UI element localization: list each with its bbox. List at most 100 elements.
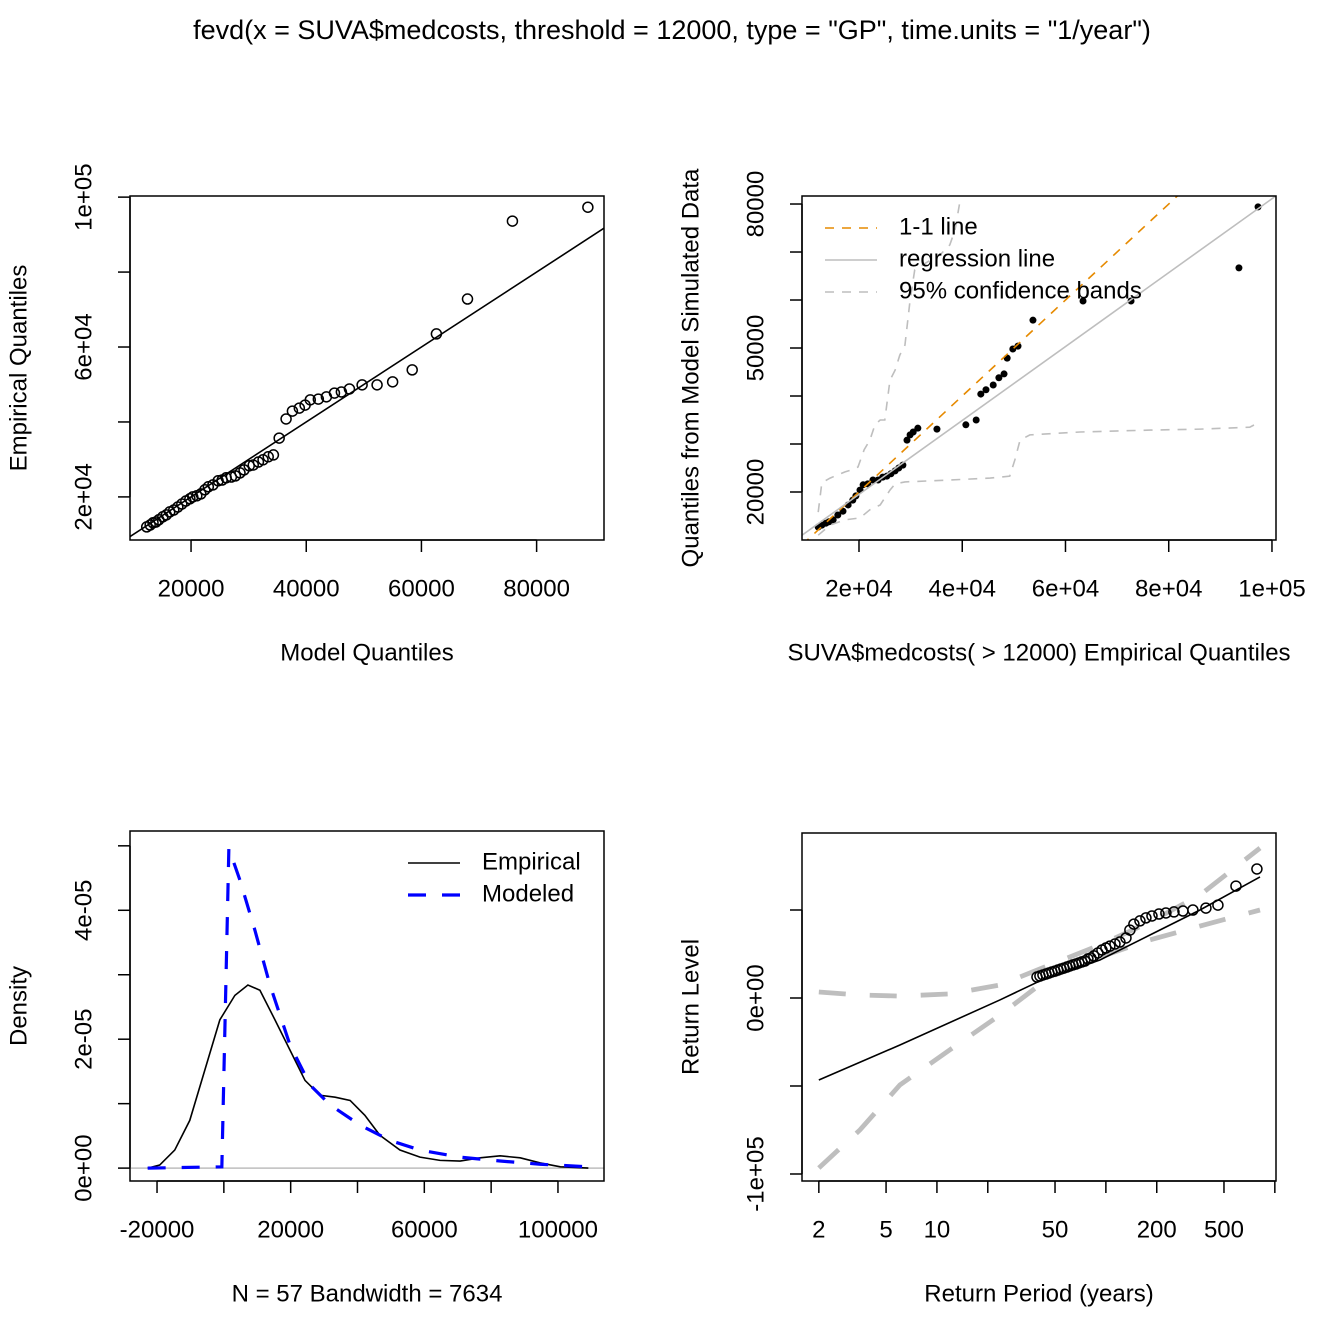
panel: -20000 20000 60000 100000 0e+00 2e-05 4e-05 N =… — [5, 830, 605, 1307]
point — [1124, 924, 1136, 936]
point — [506, 215, 519, 227]
x-tick-label: 4e+04 — [929, 575, 996, 602]
point — [1114, 936, 1126, 948]
y-tick-label: 0e+00 — [742, 964, 769, 1031]
point — [199, 484, 211, 496]
y-tick-label: -1e+05 — [742, 1136, 769, 1211]
plot-frame — [129, 195, 605, 541]
point — [1230, 880, 1242, 892]
x-axis-title: Return Period (years) — [924, 1280, 1153, 1307]
point — [962, 421, 970, 429]
point — [286, 405, 299, 417]
y-tick-label: 2e+04 — [70, 463, 97, 530]
y-tick-label: 4e-05 — [70, 880, 97, 941]
x-tick-label: 6e+04 — [1032, 575, 1099, 602]
point — [1079, 955, 1091, 967]
point — [1140, 912, 1152, 924]
point — [1187, 904, 1199, 916]
point — [1014, 342, 1022, 350]
point — [1000, 370, 1008, 378]
point — [977, 390, 985, 398]
point — [989, 381, 997, 389]
y-axis-title: Empirical Quantiles — [5, 265, 32, 472]
y-tick-label: 2e-05 — [70, 1008, 97, 1069]
y-tick-label: 20000 — [742, 459, 769, 526]
x-tick-label: 50 — [1042, 1216, 1069, 1243]
plot-area — [130, 201, 604, 538]
x-tick-label: 100000 — [518, 1216, 598, 1243]
y-tick-label: 0e+00 — [70, 1134, 97, 1201]
plot-frame — [801, 195, 1277, 541]
point — [982, 386, 990, 394]
point — [582, 201, 594, 213]
x-tick-label: 60000 — [391, 1216, 458, 1243]
point — [1146, 910, 1158, 922]
series-line — [817, 907, 1261, 1170]
point — [1235, 264, 1243, 272]
point — [1128, 918, 1140, 930]
point — [406, 364, 418, 376]
point — [995, 374, 1003, 382]
x-tick-label: 20000 — [158, 575, 225, 602]
point — [293, 402, 306, 414]
x-tick-label: 20000 — [257, 1216, 324, 1243]
plot-frame — [801, 832, 1277, 1182]
point — [1160, 907, 1172, 919]
y-tick-label: 6e+04 — [70, 313, 97, 380]
point — [461, 293, 474, 305]
point — [972, 416, 980, 424]
plot-area — [802, 196, 1276, 540]
x-axis-title: SUVA$medcosts( > 12000) Empirical Quanti… — [787, 639, 1290, 666]
x-tick-label: 500 — [1204, 1216, 1244, 1243]
legend-label: regression line — [899, 245, 1055, 272]
series-line — [147, 984, 589, 1169]
point — [1153, 908, 1165, 920]
legend-label: 1-1 line — [899, 213, 978, 240]
y-tick-label: 80000 — [742, 171, 769, 238]
x-tick-label: 5 — [879, 1216, 892, 1243]
series-line — [806, 196, 1179, 540]
point — [1251, 863, 1263, 875]
point — [273, 432, 285, 444]
legend-label: 95% confidence bands — [899, 277, 1142, 304]
x-tick-label: 40000 — [273, 575, 340, 602]
point — [914, 424, 922, 432]
figure-title: fevd(x = SUVA$medcosts, threshold = 1200… — [193, 15, 1151, 45]
point — [144, 519, 156, 531]
x-tick-label: 10 — [924, 1216, 951, 1243]
x-tick-label: 60000 — [388, 575, 455, 602]
point — [834, 511, 842, 519]
y-axis-title: Quantiles from Model Simulated Data — [677, 168, 704, 568]
point — [356, 379, 368, 391]
y-tick-label: 50000 — [742, 315, 769, 382]
series-line — [817, 422, 1259, 536]
point — [267, 449, 280, 461]
point — [1200, 902, 1212, 914]
point — [304, 394, 317, 406]
x-tick-label: 80000 — [503, 575, 570, 602]
point — [903, 436, 911, 444]
plot-area — [817, 846, 1263, 1170]
legend-label: Empirical — [482, 848, 581, 875]
y-axis-title: Return Level — [677, 939, 704, 1075]
point — [1254, 203, 1262, 211]
series-line — [818, 846, 1262, 999]
series-line — [802, 196, 1276, 536]
point — [1109, 938, 1121, 950]
point — [909, 428, 917, 436]
point — [328, 387, 341, 399]
point — [1134, 915, 1146, 927]
series-line — [147, 847, 589, 1170]
point — [371, 379, 383, 391]
series-line — [817, 200, 961, 513]
x-tick-label: 1e+05 — [1238, 575, 1305, 602]
point — [1029, 316, 1037, 324]
point — [386, 376, 399, 388]
point — [933, 425, 941, 433]
x-axis-title: Model Quantiles — [280, 639, 453, 666]
x-tick-label: 200 — [1137, 1216, 1177, 1243]
point — [280, 413, 292, 425]
point — [1168, 906, 1180, 918]
panel: 20000 40000 60000 80000 2e+04 6e+04 1e+05 Model… — [5, 163, 605, 666]
